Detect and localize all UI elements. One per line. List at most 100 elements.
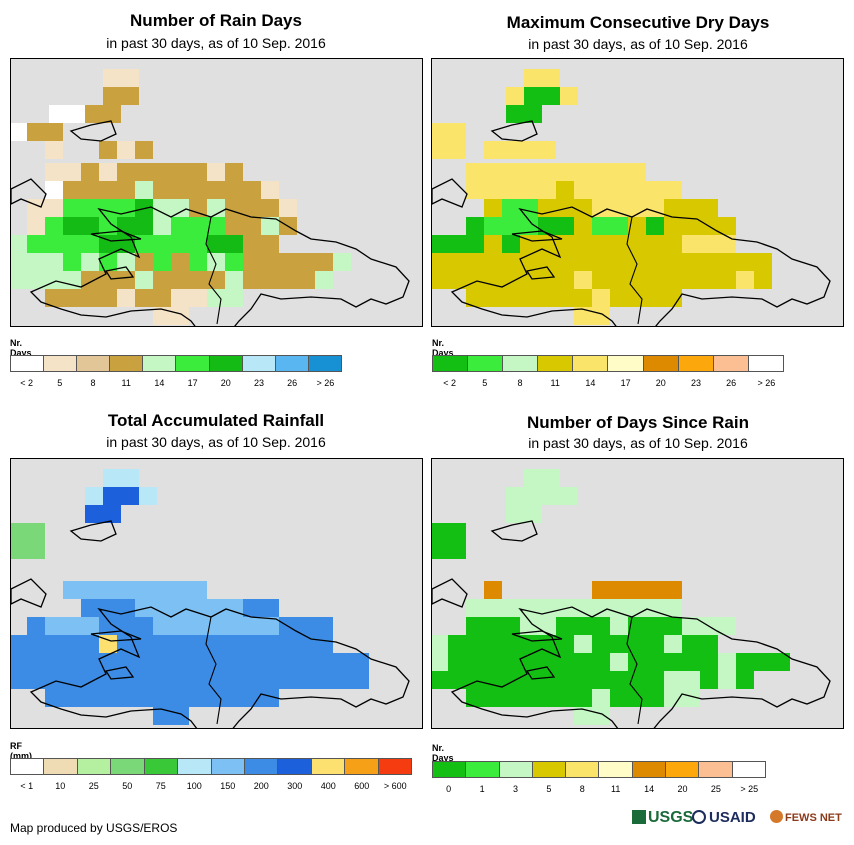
grid-cell — [63, 617, 81, 635]
grid-cell — [279, 635, 297, 653]
grid-cell — [297, 653, 315, 671]
grid-cell — [117, 289, 135, 307]
legend-swatch — [599, 762, 633, 777]
grid-cell — [27, 271, 45, 289]
grid-cell — [153, 217, 171, 235]
grid-cell — [520, 163, 538, 181]
grid-cell — [153, 307, 171, 325]
grid-cell — [27, 235, 45, 253]
map-canvas — [11, 69, 410, 326]
inagua-outline — [490, 120, 538, 142]
grid-cell — [243, 235, 261, 253]
grid-cell — [45, 635, 63, 653]
grid-cell — [502, 289, 520, 307]
legend-swatch — [466, 762, 500, 777]
grid-cell — [99, 689, 117, 707]
grid-cell — [99, 141, 117, 159]
legend-swatch — [433, 356, 469, 371]
legend-swatch — [678, 356, 714, 371]
border-line — [626, 616, 643, 725]
grid-cell — [243, 689, 261, 707]
grid-cell — [736, 671, 754, 689]
grid-cell — [45, 235, 63, 253]
grid-cell — [261, 653, 279, 671]
grid-cell — [315, 635, 333, 653]
grid-cell — [448, 253, 466, 271]
grid-cell — [171, 181, 189, 199]
grid-cell — [81, 289, 99, 307]
legend-label: 25 — [710, 784, 721, 794]
grid-cell — [81, 253, 99, 271]
grid-cell — [520, 253, 538, 271]
legend-swatch — [468, 356, 504, 371]
grid-cell — [11, 271, 27, 289]
grid-cell — [718, 253, 736, 271]
grid-cell — [225, 235, 243, 253]
grid-cell — [538, 141, 556, 159]
grid-cell — [556, 163, 574, 181]
map-days-since-rain — [431, 458, 844, 729]
legend-swatch — [666, 762, 700, 777]
grid-cell — [99, 235, 117, 253]
grid-cell — [736, 253, 754, 271]
grid-cell — [153, 181, 171, 199]
grid-cell — [484, 635, 502, 653]
grid-cell — [225, 689, 243, 707]
legend-swatch — [378, 759, 412, 774]
grid-cell — [243, 181, 261, 199]
grid-cell — [279, 653, 297, 671]
tortuga-outline — [90, 230, 142, 242]
grid-cell — [628, 235, 646, 253]
usaid-logo: USAID — [692, 809, 756, 826]
grid-cell — [99, 289, 117, 307]
grid-cell — [99, 635, 117, 653]
grid-cell — [63, 671, 81, 689]
grid-cell — [700, 635, 718, 653]
grid-cell — [610, 253, 628, 271]
grid-cell — [466, 163, 484, 181]
legend-bar — [432, 355, 784, 372]
map-canvas — [432, 469, 831, 728]
grid-cell — [117, 671, 135, 689]
grid-cell — [646, 181, 664, 199]
legend-label: 26 — [726, 378, 737, 388]
grid-cell — [117, 253, 135, 271]
grid-cell — [189, 271, 207, 289]
grid-cell — [772, 653, 790, 671]
grid-cell — [45, 253, 63, 271]
grid-cell — [261, 689, 279, 707]
grid-cell — [628, 653, 646, 671]
grid-cell — [11, 235, 27, 253]
grid-cell — [520, 217, 538, 235]
legend-swatch — [643, 356, 679, 371]
grid-cell — [466, 635, 484, 653]
grid-cell — [189, 599, 207, 617]
cuba-outline — [11, 578, 47, 608]
grid-cell — [610, 217, 628, 235]
grid-cell — [448, 653, 466, 671]
legend-title: Nr. Days — [10, 338, 32, 358]
legend-title: Nr. Days — [432, 743, 454, 763]
legend-swatch — [713, 356, 749, 371]
grid-cell — [117, 199, 135, 217]
grid-cell — [135, 653, 153, 671]
grid-cell — [700, 671, 718, 689]
grid-cell — [135, 289, 153, 307]
legend-swatch — [143, 356, 177, 371]
grid-cell — [153, 235, 171, 253]
grid-cell — [574, 289, 592, 307]
grid-cell — [574, 599, 592, 617]
grid-cell — [556, 689, 574, 707]
grid-cell — [556, 671, 574, 689]
legend-swatch — [532, 762, 567, 777]
grid-cell — [243, 617, 261, 635]
grid-cell — [592, 307, 610, 325]
grid-cell — [502, 653, 520, 671]
grid-cell — [225, 199, 243, 217]
grid-cell — [207, 235, 225, 253]
grid-cell — [484, 163, 502, 181]
grid-cell — [67, 105, 85, 123]
grid-cell — [63, 289, 81, 307]
grid-cell — [11, 253, 27, 271]
grid-cell — [225, 617, 243, 635]
